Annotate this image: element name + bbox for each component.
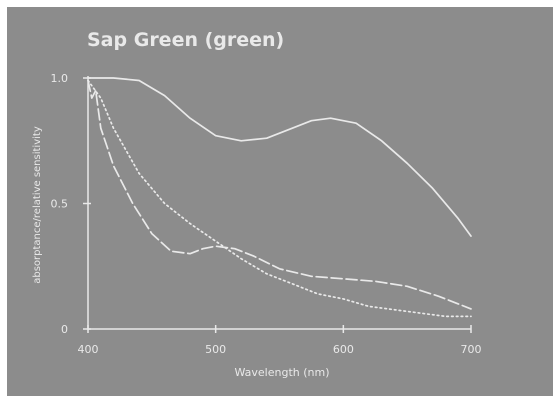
series-layer (87, 77, 472, 318)
series-line-dotted (87, 79, 472, 318)
x-tick-label: 400 (78, 343, 99, 356)
x-tick-label: 500 (205, 343, 226, 356)
y-tick-label: 1.0 (51, 72, 69, 85)
chart-panel: Sap Green (green) absorptance/relative s… (7, 7, 553, 396)
absorption-chart: Sap Green (green) absorptance/relative s… (32, 29, 482, 379)
y-axis-label: absorptance/relative sensitivity (32, 126, 43, 284)
y-tick-label: 0.5 (51, 198, 69, 211)
series-line-solid (87, 77, 472, 237)
x-tick-label: 600 (333, 343, 354, 356)
series-line-dashed (87, 79, 472, 310)
axes: 0 0.5 1.0 400 500 600 700 (51, 72, 482, 356)
chart-title: Sap Green (green) (87, 29, 284, 51)
x-axis-label: Wavelength (nm) (234, 366, 329, 379)
x-tick-label: 700 (461, 343, 482, 356)
y-tick-label: 0 (61, 323, 68, 336)
